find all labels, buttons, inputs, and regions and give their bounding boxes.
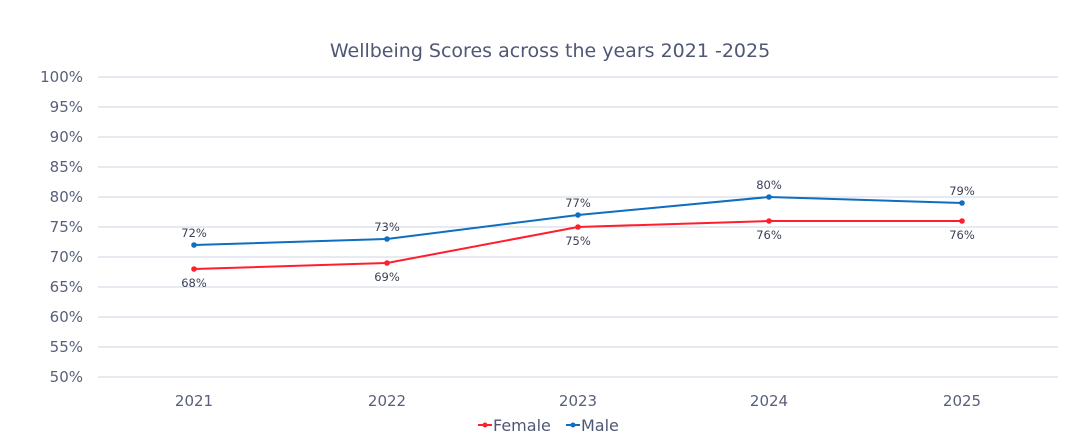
data-point-male [191, 242, 197, 248]
y-tick-label: 85% [50, 158, 83, 176]
data-point-male [959, 200, 965, 206]
x-tick-label: 2023 [559, 392, 597, 410]
data-point-male [575, 212, 581, 218]
x-tick-label: 2022 [368, 392, 406, 410]
y-tick-label: 100% [40, 68, 83, 86]
y-tick-label: 80% [50, 188, 83, 206]
data-label: 76% [756, 228, 782, 242]
data-label: 77% [565, 196, 591, 210]
y-tick-label: 55% [50, 338, 83, 356]
data-point-female [959, 218, 965, 224]
y-tick-label: 50% [50, 368, 83, 386]
x-tick-label: 2021 [175, 392, 213, 410]
data-label: 68% [181, 276, 207, 290]
data-point-female [575, 224, 581, 230]
y-tick-label: 65% [50, 278, 83, 296]
data-label: 69% [374, 270, 400, 284]
y-tick-label: 75% [50, 218, 83, 236]
legend-marker-dot [570, 422, 576, 428]
data-point-male [766, 194, 772, 200]
y-tick-label: 90% [50, 128, 83, 146]
data-label: 76% [949, 228, 975, 242]
data-label: 80% [756, 178, 782, 192]
legend-label-female: Female [493, 416, 551, 435]
y-tick-label: 70% [50, 248, 83, 266]
legend-label-male: Male [581, 416, 619, 435]
chart-title: Wellbeing Scores across the years 2021 -… [330, 40, 770, 62]
data-label: 79% [949, 184, 975, 198]
y-tick-label: 60% [50, 308, 83, 326]
data-point-male [384, 236, 390, 242]
data-point-female [766, 218, 772, 224]
data-label: 72% [181, 226, 207, 240]
x-tick-label: 2024 [750, 392, 788, 410]
x-tick-label: 2025 [943, 392, 981, 410]
data-point-female [384, 260, 390, 266]
data-label: 73% [374, 220, 400, 234]
y-tick-label: 95% [50, 98, 83, 116]
data-point-female [191, 266, 197, 272]
data-label: 75% [565, 234, 591, 248]
legend-marker-dot [482, 422, 488, 428]
